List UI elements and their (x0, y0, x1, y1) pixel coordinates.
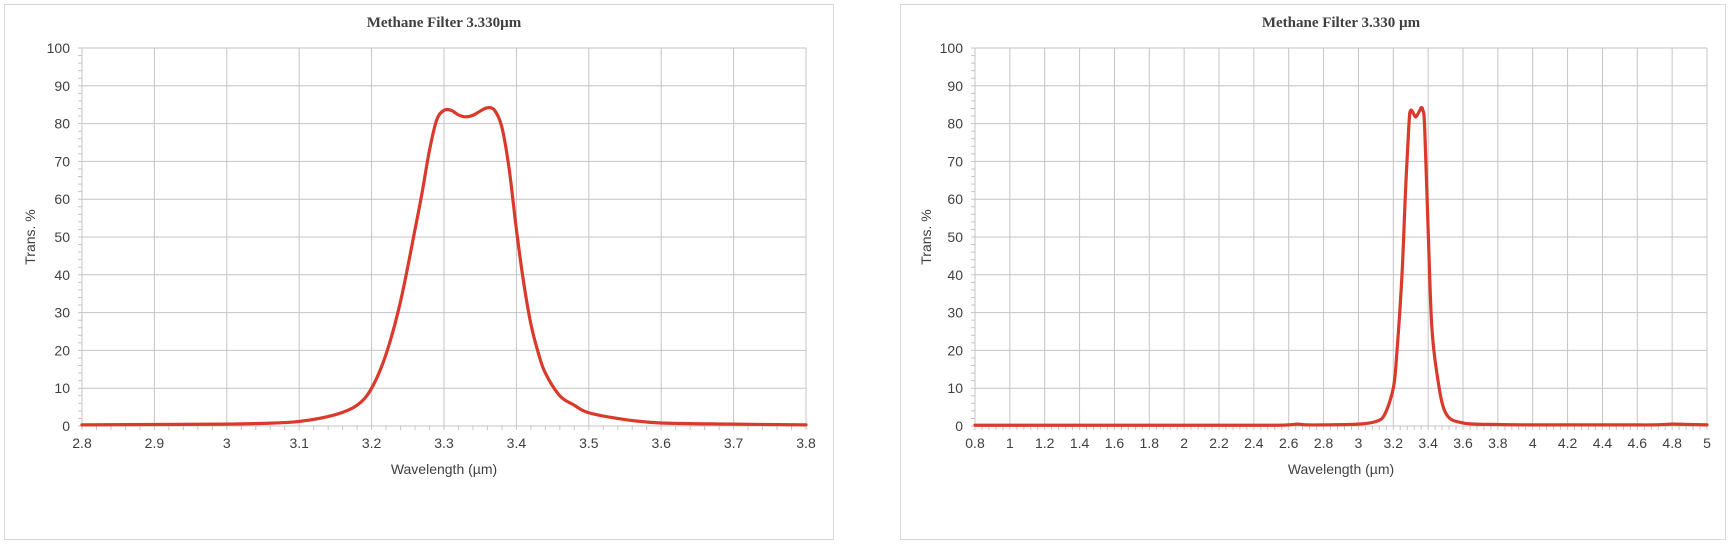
y-tick-label: 100 (47, 40, 71, 56)
x-tick-label: 3.2 (362, 435, 382, 451)
x-tick-label: 3.3 (434, 435, 454, 451)
x-tick-label: 3.2 (1384, 435, 1404, 451)
x-axis-label: Wavelength (µm) (391, 461, 497, 477)
x-tick-label: 0.8 (965, 435, 985, 451)
x-tick-label: 4.4 (1593, 435, 1613, 451)
x-tick-label: 3.4 (507, 435, 527, 451)
series-line (80, 106, 808, 427)
x-tick-label: 2.8 (1314, 435, 1334, 451)
y-tick-label: 70 (947, 153, 963, 169)
y-tick-label: 40 (947, 267, 963, 283)
x-tick-label: 4.6 (1628, 435, 1648, 451)
x-tick-label: 4 (1529, 435, 1537, 451)
y-tick-label: 30 (54, 305, 70, 321)
tick-labels: 0.8 1 1.2 1.4 1.6 1.8 2 2.2 2.4 2.6 2.8 3 3.2 3.4 3.6 3… (940, 40, 1711, 451)
x-tick-label: 2.9 (145, 435, 165, 451)
y-tick-label: 80 (54, 116, 70, 132)
chart-left: Methane Filter 3.330µm Wavelength (µm) T… (22, 15, 816, 477)
x-tick-label: 3 (1355, 435, 1363, 451)
x-tick-label: 3 (223, 435, 231, 451)
x-tick-label: 1.4 (1070, 435, 1090, 451)
x-tick-label: 3.8 (1488, 435, 1508, 451)
y-tick-label: 20 (947, 342, 963, 358)
y-axis-label: Trans. % (22, 209, 38, 265)
x-tick-label: 3.8 (796, 435, 816, 451)
y-tick-label: 60 (54, 191, 70, 207)
x-tick-label: 2 (1180, 435, 1188, 451)
y-tick-label: 40 (54, 267, 70, 283)
y-tick-label: 0 (62, 418, 70, 434)
x-tick-label: 1.6 (1105, 435, 1125, 451)
x-tick-label: 3.5 (579, 435, 599, 451)
x-tick-label: 3.4 (1418, 435, 1438, 451)
x-tick-label: 1 (1006, 435, 1014, 451)
y-tick-label: 80 (947, 116, 963, 132)
y-tick-label: 10 (947, 380, 963, 396)
x-tick-label: 2.4 (1244, 435, 1264, 451)
y-tick-label: 100 (940, 40, 964, 56)
series-line (973, 106, 1709, 427)
chart-panel-right: Methane Filter 3.330 µm Wavelength (µm) … (900, 4, 1726, 540)
x-tick-label: 3.6 (651, 435, 671, 451)
x-tick-label: 2.2 (1209, 435, 1229, 451)
y-tick-label: 50 (54, 229, 70, 245)
chart-title: Methane Filter 3.330µm (367, 15, 522, 31)
y-tick-label: 20 (54, 342, 70, 358)
x-tick-label: 5 (1703, 435, 1711, 451)
y-tick-label: 50 (947, 229, 963, 245)
tick-labels: 2.8 2.9 3 3.1 3.2 3.3 3.4 3.5 3.6 3.7 3.8 0 10 20 30 40… (47, 40, 816, 451)
x-tick-label: 4.8 (1662, 435, 1682, 451)
x-tick-label: 3.1 (289, 435, 309, 451)
y-tick-label: 60 (947, 191, 963, 207)
x-tick-label: 2.6 (1279, 435, 1299, 451)
x-tick-label: 1.2 (1035, 435, 1055, 451)
y-tick-label: 90 (947, 78, 963, 94)
chart-right: Methane Filter 3.330 µm Wavelength (µm) … (918, 15, 1711, 477)
chart-title: Methane Filter 3.330 µm (1262, 15, 1421, 31)
chart-panel-left: Methane Filter 3.330µm Wavelength (µm) T… (4, 4, 834, 540)
x-tick-label: 4.2 (1558, 435, 1578, 451)
y-tick-label: 70 (54, 153, 70, 169)
gridlines (971, 47, 1708, 430)
x-tick-label: 2.8 (72, 435, 92, 451)
x-tick-label: 1.8 (1140, 435, 1160, 451)
x-tick-label: 3.7 (724, 435, 744, 451)
gridlines (78, 47, 807, 430)
y-tick-label: 30 (947, 305, 963, 321)
x-axis-label: Wavelength (µm) (1288, 461, 1394, 477)
y-tick-label: 10 (54, 380, 70, 396)
y-tick-label: 0 (955, 418, 963, 434)
y-axis-label: Trans. % (918, 209, 934, 265)
x-tick-label: 3.6 (1453, 435, 1473, 451)
y-tick-label: 90 (54, 78, 70, 94)
